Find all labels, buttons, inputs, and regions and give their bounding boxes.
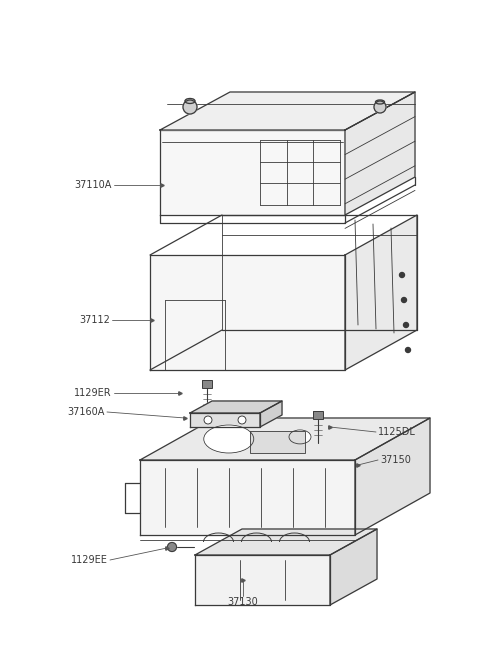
Circle shape [401,297,407,303]
Circle shape [404,322,408,328]
Circle shape [406,348,410,352]
Circle shape [238,416,246,424]
Bar [313,411,323,419]
Text: 37150: 37150 [380,455,411,465]
Bar [313,411,323,419]
Polygon shape [355,418,430,535]
Ellipse shape [289,430,311,444]
Polygon shape [195,555,330,605]
Polygon shape [150,255,345,370]
Text: 37130: 37130 [228,597,258,607]
Polygon shape [160,130,345,215]
Polygon shape [140,460,355,535]
Polygon shape [140,418,430,460]
Polygon shape [195,529,377,555]
Text: 1129ER: 1129ER [74,388,112,398]
Polygon shape [190,401,282,413]
Circle shape [374,101,386,113]
Bar [250,432,305,453]
Polygon shape [260,401,282,427]
Text: 37110A: 37110A [74,180,112,190]
Ellipse shape [375,100,384,104]
Bar [202,380,212,388]
Ellipse shape [185,98,195,103]
Text: 37160A: 37160A [68,407,105,417]
Polygon shape [345,92,415,215]
Polygon shape [190,413,260,427]
Text: 37112: 37112 [79,315,110,325]
Circle shape [168,542,177,552]
Circle shape [399,272,405,278]
Polygon shape [345,215,417,370]
Polygon shape [160,92,415,130]
Circle shape [204,416,212,424]
Bar [250,432,305,453]
Polygon shape [330,529,377,605]
Bar [202,380,212,388]
Circle shape [183,100,197,114]
Ellipse shape [204,425,254,453]
Text: 1129EE: 1129EE [71,555,108,565]
Text: 1125DL: 1125DL [378,427,416,437]
